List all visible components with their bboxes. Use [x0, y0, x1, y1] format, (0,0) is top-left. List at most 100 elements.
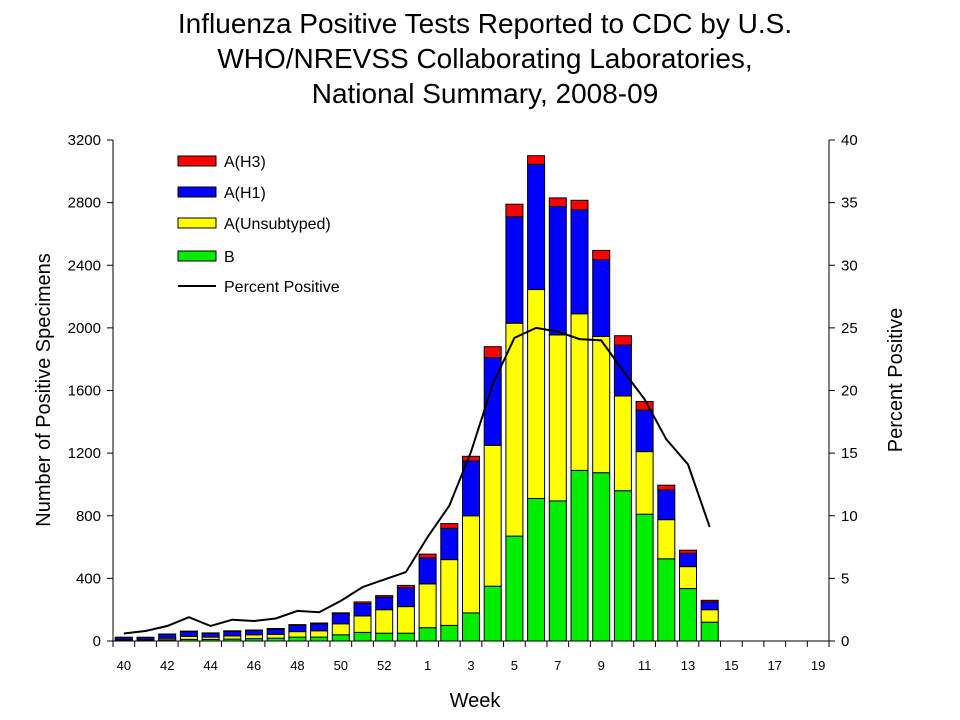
bar-a-unsubtyped-week-2: [418, 583, 437, 629]
bar-a-h1-week-2: [418, 557, 437, 585]
y-tick-label: 2400: [68, 257, 101, 274]
legend-label: Percent Positive: [224, 279, 340, 296]
left-axis-ticks: 0 400 800 1200 1600 2000 2400 2800 3200: [68, 132, 113, 650]
bar-a-h3-week-52: [375, 595, 394, 598]
bar-a-unsubtyped-week-49: [310, 630, 329, 638]
chart-title-line-1: Influenza Positive Tests Reported to CDC…: [177, 8, 793, 39]
bar-a-unsubtyped-week-7: [527, 289, 546, 499]
bar-a-h3-week-43: [179, 630, 198, 633]
bar-a-h1-week-43: [179, 631, 198, 637]
bar-b-week-8: [548, 500, 567, 642]
bar-a-h1-week-3: [440, 527, 459, 561]
y-tick-label: 2800: [68, 195, 101, 212]
bar-a-h1-week-9: [570, 209, 589, 315]
bar-a-h1-week-45: [223, 630, 242, 637]
bar-b-week-3: [440, 624, 459, 642]
bar-a-h3-week-7: [527, 155, 546, 165]
y2-tick-label: 10: [841, 508, 858, 525]
bar-b-week-49: [310, 636, 329, 642]
bar-b-week-52: [375, 632, 394, 642]
x-tick-label: 7: [554, 658, 561, 673]
x-axis-label: Week: [450, 690, 502, 712]
bar-a-unsubtyped-week-51: [353, 615, 372, 633]
bar-b-week-51: [353, 631, 372, 642]
bar-a-h3-week-2: [418, 553, 437, 559]
x-tick-label: 48: [290, 658, 304, 673]
legend: A(H3) A(H1) A(Unsubtyped) B Percent Positive: [177, 154, 340, 296]
bar-a-h3-week-47: [266, 628, 285, 630]
bar-a-h1-week-52: [375, 596, 394, 611]
bar-a-h1-week-48: [288, 624, 307, 633]
bar-b-week-15: [700, 621, 719, 642]
y-axis-label: Number of Positive Specimens: [33, 253, 55, 526]
y2-tick-label: 40: [841, 132, 858, 149]
bar-b-week-9: [570, 469, 589, 642]
bar-b-week-4: [462, 612, 480, 642]
bar-b-week-5: [483, 585, 502, 642]
y2-tick-label: 30: [841, 257, 858, 274]
x-tick-label: 1: [424, 658, 431, 673]
right-axis-ticks: 0 5 10 15 20 25 30 35 40: [829, 132, 858, 650]
bar-a-h3-week-45: [223, 630, 242, 632]
chart-title-line-3: National Summary, 2008-09: [311, 78, 659, 109]
bar-a-unsubtyped-week-5: [483, 444, 502, 587]
bar-a-unsubtyped-week-6: [505, 322, 524, 537]
percent-positive-line: [123, 326, 711, 635]
bar-a-h1-week-8: [548, 206, 567, 336]
y-tick-label: 1600: [68, 383, 101, 400]
bar-b-week-12: [635, 513, 654, 642]
bar-a-h3-week-49: [310, 622, 329, 625]
bar-a-h3-week-1: [396, 584, 415, 589]
bar-a-h3-week-5: [483, 346, 502, 359]
x-tick-label: 42: [160, 658, 174, 673]
bar-a-h3-week-51: [353, 601, 372, 605]
y2-axis-label: Percent Positive: [885, 308, 907, 453]
y2-tick-label: 25: [841, 320, 858, 337]
bar-a-h3-week-12: [635, 401, 654, 411]
bar-a-h1-week-42: [158, 633, 177, 639]
bar-b-week-11: [613, 490, 632, 642]
legend-swatch: [177, 186, 217, 198]
bar-a-h1-week-10: [592, 259, 611, 337]
x-tick-label: 19: [811, 658, 825, 673]
x-tick-label: 13: [681, 658, 695, 673]
bar-b-week-7: [527, 498, 546, 642]
y-tick-label: 2000: [68, 320, 101, 337]
bar-a-h3-week-9: [570, 199, 589, 211]
bar-a-unsubtyped-week-48: [288, 631, 307, 638]
y-tick-label: 800: [76, 508, 101, 525]
bar-a-h1-week-13: [657, 489, 676, 521]
y-tick-label: 400: [76, 570, 101, 587]
bar-a-unsubtyped-week-14: [679, 566, 697, 589]
bar-b-week-2: [418, 627, 437, 642]
bar-b-week-48: [288, 636, 307, 642]
bar-a-unsubtyped-week-13: [657, 519, 676, 560]
bar-b-week-14: [679, 588, 697, 642]
legend-label: A(H1): [224, 185, 266, 202]
y-tick-label: 0: [93, 633, 101, 650]
bar-a-unsubtyped-week-52: [375, 609, 394, 634]
bar-a-h1-week-7: [527, 163, 546, 291]
bar-a-unsubtyped-week-3: [440, 559, 459, 626]
x-tick-label: 5: [511, 658, 518, 673]
bar-a-h3-week-48: [288, 624, 307, 626]
bar-a-h1-week-15: [700, 601, 719, 611]
x-tick-label: 17: [768, 658, 782, 673]
x-tick-label: 40: [117, 658, 131, 673]
bar-a-h1-week-44: [201, 632, 220, 638]
x-axis-ticks: 40 42 44 46 48 50 52 1 3 5 7 9 11 13 15 17 19: [112, 641, 830, 673]
y-tick-label: 1200: [68, 445, 101, 462]
y2-tick-label: 35: [841, 195, 858, 212]
chart-title-line-2: WHO/NREVSS Collaborating Laboratories,: [217, 43, 753, 74]
bar-a-unsubtyped-week-11: [613, 395, 632, 492]
bar-a-h3-week-11: [613, 335, 632, 346]
x-tick-label: 3: [467, 658, 474, 673]
x-tick-label: 15: [724, 658, 738, 673]
bar-a-h3-week-4: [462, 455, 480, 462]
y2-tick-label: 5: [841, 570, 849, 587]
bar-a-unsubtyped-week-47: [266, 633, 285, 639]
bar-a-h1-week-47: [266, 628, 285, 635]
bar-a-unsubtyped-week-15: [700, 609, 719, 623]
bar-a-h3-week-10: [592, 249, 611, 261]
